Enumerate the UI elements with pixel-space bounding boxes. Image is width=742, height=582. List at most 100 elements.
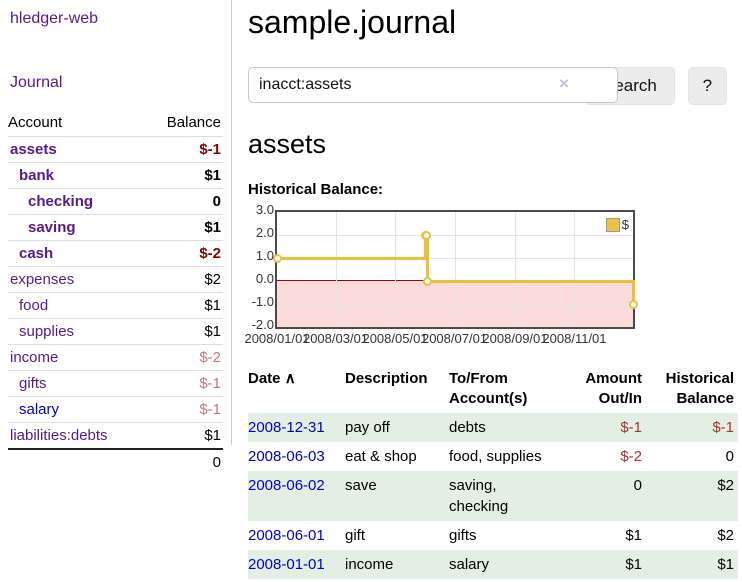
vertical-gridline	[455, 212, 456, 327]
sidebar-account-balance: $-1	[199, 141, 221, 158]
transaction-date-link[interactable]: 2008-01-01	[248, 555, 325, 573]
sidebar-account-row: supplies $1	[8, 318, 223, 344]
register-row: 2008-06-01 gift gifts $1 $2	[248, 521, 738, 550]
date-column-header[interactable]: Date ∧	[248, 370, 296, 387]
sidebar-account-row: saving $1	[8, 214, 223, 240]
accounts-table: Account Balance assets $-1 bank $1 checking 0…	[8, 110, 223, 475]
sidebar-account-balance: $-2	[199, 349, 221, 366]
sidebar-account-link-salary[interactable]: salary	[19, 401, 60, 418]
sidebar-account-row: checking 0	[8, 188, 223, 214]
vertical-gridline	[395, 212, 396, 327]
x-axis-tick-label: 2008/01/01	[244, 331, 310, 346]
sidebar-account-balance: $1	[204, 297, 221, 314]
sidebar-account-link-checking[interactable]: checking	[28, 193, 94, 210]
main-panel: sample.journal × Search ? assets Histori…	[244, 0, 742, 579]
y-axis-tick-label: 2.0	[255, 225, 274, 240]
balance-column-header: Balance	[166, 114, 221, 131]
chart-plot-area: $	[272, 210, 638, 329]
description-column-header: Description	[345, 370, 428, 387]
transaction-accounts: saving, checking	[449, 476, 509, 515]
y-axis-tick-label: 1.0	[255, 248, 274, 263]
chart-line-segment	[427, 279, 633, 283]
transaction-balance: $2	[717, 476, 734, 494]
chart-title: Historical Balance:	[248, 181, 384, 198]
accounts-total-value: 0	[212, 454, 221, 471]
sidebar-account-link-supplies[interactable]: supplies	[19, 323, 75, 340]
help-button[interactable]: ?	[687, 67, 727, 105]
transaction-description: save	[345, 476, 377, 494]
sidebar-account-link-liabilities-debts[interactable]: liabilities:debts	[10, 427, 108, 444]
sidebar-account-row: liabilities:debts $1	[8, 422, 223, 448]
sidebar-account-row: bank $1	[8, 162, 223, 188]
transaction-amount: $1	[625, 526, 642, 544]
register-table: Date ∧ Description To/From Account(s) Am…	[248, 367, 738, 579]
sidebar: hledger-web Journal Account Balance asse…	[0, 0, 232, 471]
transaction-amount: $-1	[620, 418, 642, 436]
y-axis-tick-label: 0.0	[255, 271, 274, 286]
transaction-date-link[interactable]: 2008-06-03	[248, 447, 325, 465]
sidebar-account-link-saving[interactable]: saving	[28, 219, 76, 236]
legend-label: $	[621, 217, 629, 232]
transaction-description: income	[345, 555, 394, 573]
transaction-description: pay off	[345, 418, 390, 436]
sidebar-account-row: income $-2	[8, 344, 223, 370]
sidebar-item-journal[interactable]: Journal	[10, 74, 63, 91]
horizontal-gridline	[277, 235, 633, 236]
sidebar-account-row: salary $-1	[8, 396, 223, 422]
sidebar-account-link-cash[interactable]: cash	[19, 245, 54, 262]
y-axis-tick-label: 3.0	[255, 202, 274, 217]
vertical-gridline	[515, 212, 516, 327]
transaction-date-link[interactable]: 2008-12-31	[248, 418, 325, 436]
search-form: × Search ?	[248, 67, 742, 105]
chart-line-segment	[425, 233, 429, 283]
sidebar-account-balance: $1	[204, 427, 221, 444]
page-title: sample.journal	[248, 4, 457, 40]
search-input[interactable]	[248, 67, 618, 103]
x-axis-tick-label: 2008/11/01	[542, 331, 607, 346]
transaction-amount: $-2	[620, 447, 642, 465]
account-column-header: Account	[8, 114, 63, 131]
transaction-balance: $1	[717, 555, 734, 573]
clear-search-icon[interactable]: ×	[559, 74, 569, 93]
sidebar-account-row: gifts $-1	[8, 370, 223, 396]
x-axis-tick-label: 2008/09/01	[482, 331, 548, 346]
balance-column-header: Historical Balance	[665, 370, 734, 408]
app-title-link[interactable]: hledger-web	[10, 10, 99, 27]
sidebar-account-link-bank[interactable]: bank	[19, 167, 55, 184]
transaction-description: eat & shop	[345, 447, 417, 465]
data-point-marker	[628, 299, 638, 309]
transaction-date-link[interactable]: 2008-06-02	[248, 476, 325, 494]
data-point-marker	[421, 230, 431, 240]
chart-line-segment	[631, 279, 635, 306]
data-point-marker	[422, 276, 432, 286]
sidebar-account-balance: $1	[204, 167, 221, 184]
sidebar-account-link-gifts[interactable]: gifts	[19, 375, 47, 392]
vertical-gridline	[336, 212, 337, 327]
x-axis-tick-label: 2008/03/01	[302, 331, 369, 346]
x-axis-tick-label: 2008/05/01	[362, 331, 428, 346]
register-row: 2008-06-02 save saving, checking 0 $2	[248, 470, 738, 521]
sidebar-account-balance: $2	[204, 271, 221, 288]
chart-line-segment	[423, 233, 427, 260]
sidebar-account-balance: $-2	[199, 245, 221, 262]
sidebar-account-row: cash $-2	[8, 240, 223, 266]
transaction-date-link[interactable]: 2008-06-01	[248, 526, 325, 544]
sidebar-account-link-expenses[interactable]: expenses	[10, 271, 75, 288]
sidebar-account-link-food[interactable]: food	[19, 297, 49, 314]
sidebar-account-balance: $1	[204, 219, 221, 236]
historical-balance-chart: $ 3.0 2.0 1.0 0.0 -1.0 -2.0 2008/01/01 2008/03/…	[244, 202, 742, 348]
sort-ascending-icon: ∧	[284, 370, 296, 387]
transaction-balance: $2	[717, 526, 734, 544]
accounts-column-header: To/From Account(s)	[449, 370, 528, 408]
accounts-total-row: 0	[8, 448, 223, 475]
sidebar-account-link-assets[interactable]: assets	[10, 141, 57, 158]
sidebar-account-balance: $-1	[199, 401, 221, 418]
register-row: 2008-01-01 income salary $1 $1	[248, 549, 738, 579]
transaction-amount: $1	[625, 555, 642, 573]
sidebar-account-link-income[interactable]: income	[10, 349, 59, 366]
transaction-description: gift	[345, 526, 366, 544]
register-row: 2008-06-03 eat & shop food, supplies $-2 0	[248, 442, 738, 471]
horizontal-gridline	[277, 258, 633, 259]
register-header-row: Date ∧ Description To/From Account(s) Am…	[248, 367, 738, 413]
transaction-balance: 0	[725, 447, 734, 465]
